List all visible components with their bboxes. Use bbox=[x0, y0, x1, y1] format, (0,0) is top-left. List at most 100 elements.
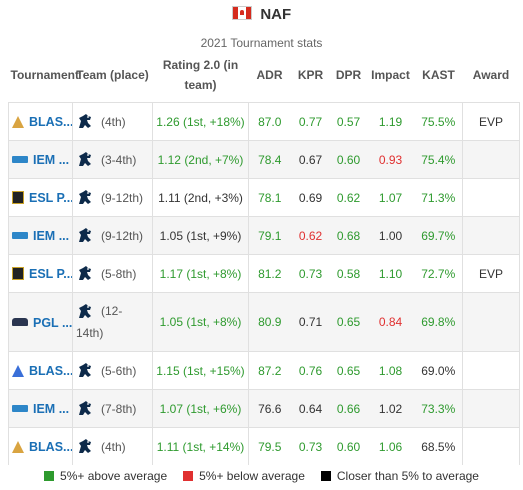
adr-cell: 78.1 bbox=[248, 178, 291, 217]
legend-swatch bbox=[183, 471, 194, 481]
rating-cell: 1.26 (1st, +18%) bbox=[152, 102, 249, 141]
tournament-link[interactable]: ESL P... bbox=[29, 190, 73, 205]
col-kpr[interactable]: KPR bbox=[297, 68, 324, 82]
rating-cell: 1.07 (1st, +6%) bbox=[152, 389, 249, 428]
col-dpr[interactable]: DPR bbox=[335, 68, 362, 82]
liquid-horse-icon[interactable] bbox=[76, 151, 94, 169]
team-cell: (9-12th) bbox=[72, 178, 153, 217]
kast-cell: 69.7% bbox=[414, 216, 463, 255]
tournament-cell[interactable]: BLAS... bbox=[8, 102, 73, 141]
legend-label: 5%+ above average bbox=[60, 469, 168, 483]
tournament-link[interactable]: IEM ... bbox=[33, 228, 70, 243]
legend-swatch bbox=[44, 471, 55, 481]
tournament-cell[interactable]: BLAS... bbox=[8, 427, 73, 465]
table-row: IEM ... (9-12th) 1.05 (1st, +9%) 79.1 0.62 0.… bbox=[8, 216, 520, 255]
kpr-cell: 0.69 bbox=[290, 178, 331, 217]
impact-cell: 1.07 bbox=[366, 178, 415, 217]
liquid-horse-icon[interactable] bbox=[76, 113, 94, 131]
award-cell: EVP bbox=[462, 254, 520, 293]
table-row: BLAS... (5-6th) 1.15 (1st, +15%) 87.2 0.76 0.… bbox=[8, 351, 520, 390]
col-kast[interactable]: KAST bbox=[422, 68, 455, 82]
tournament-link[interactable]: IEM ... bbox=[33, 152, 70, 167]
dpr-cell: 0.65 bbox=[330, 351, 367, 390]
tournament-cell[interactable]: IEM ... bbox=[8, 216, 73, 255]
kast-cell: 68.5% bbox=[414, 427, 463, 465]
kast-cell: 75.5% bbox=[414, 102, 463, 141]
iem-icon bbox=[12, 156, 28, 164]
team-place: (4th) bbox=[101, 114, 126, 129]
liquid-horse-icon[interactable] bbox=[76, 227, 94, 245]
team-place: (12-14th) bbox=[76, 304, 123, 340]
table-row: ESL P... (9-12th) 1.11 (2nd, +3%) 78.1 0.69 0… bbox=[8, 178, 520, 217]
kpr-cell: 0.76 bbox=[290, 351, 331, 390]
legend-label: Closer than 5% to average bbox=[336, 469, 479, 483]
impact-cell: 1.08 bbox=[366, 351, 415, 390]
esl-pro-icon bbox=[12, 191, 24, 205]
liquid-horse-icon[interactable] bbox=[76, 303, 94, 321]
blast-blue-icon bbox=[12, 364, 24, 377]
legend-item: Closer than 5% to average bbox=[320, 469, 479, 483]
col-tournament[interactable]: Tournament bbox=[10, 68, 79, 82]
adr-cell: 87.2 bbox=[248, 351, 291, 390]
dpr-cell: 0.58 bbox=[330, 254, 367, 293]
award-cell bbox=[462, 427, 520, 465]
tournament-cell[interactable]: IEM ... bbox=[8, 140, 73, 179]
iem-icon bbox=[12, 232, 28, 240]
rating-cell: 1.11 (2nd, +3%) bbox=[152, 178, 249, 217]
team-cell: (4th) bbox=[72, 102, 153, 141]
tournament-cell[interactable]: ESL P... bbox=[8, 178, 73, 217]
pgl-icon bbox=[12, 318, 28, 327]
col-award[interactable]: Award bbox=[472, 68, 510, 82]
tournament-link[interactable]: BLAS... bbox=[29, 114, 73, 129]
kast-cell: 72.7% bbox=[414, 254, 463, 293]
tournament-link[interactable]: ESL P... bbox=[29, 266, 73, 281]
dpr-cell: 0.60 bbox=[330, 140, 367, 179]
team-cell: (12-14th) bbox=[72, 292, 153, 352]
col-impact[interactable]: Impact bbox=[371, 68, 410, 82]
team-place: (5-6th) bbox=[101, 363, 137, 378]
rating-cell: 1.17 (1st, +8%) bbox=[152, 254, 249, 293]
award-cell bbox=[462, 216, 520, 255]
impact-cell: 0.84 bbox=[366, 292, 415, 352]
table-row: PGL ... (12-14th) 1.05 (1st, +8%) 80.9 0.71 0… bbox=[8, 292, 520, 352]
tournament-cell[interactable]: BLAS... bbox=[8, 351, 73, 390]
tournament-cell[interactable]: IEM ... bbox=[8, 389, 73, 428]
liquid-horse-icon[interactable] bbox=[76, 189, 94, 207]
team-place: (4th) bbox=[101, 439, 126, 454]
adr-cell: 80.9 bbox=[248, 292, 291, 352]
table-row: ESL P... (5-8th) 1.17 (1st, +8%) 81.2 0.73 0.… bbox=[8, 254, 520, 293]
adr-cell: 79.5 bbox=[248, 427, 291, 465]
dpr-cell: 0.57 bbox=[330, 102, 367, 141]
liquid-horse-icon[interactable] bbox=[76, 362, 94, 380]
team-cell: (7-8th) bbox=[72, 389, 153, 428]
kast-cell: 71.3% bbox=[414, 178, 463, 217]
liquid-horse-icon[interactable] bbox=[76, 400, 94, 418]
legend-swatch bbox=[320, 471, 331, 481]
liquid-horse-icon[interactable] bbox=[76, 438, 94, 456]
tournament-link[interactable]: BLAS... bbox=[29, 363, 73, 378]
liquid-horse-icon[interactable] bbox=[76, 265, 94, 283]
impact-cell: 1.10 bbox=[366, 254, 415, 293]
col-team[interactable]: Team (place) bbox=[76, 68, 149, 82]
rating-cell: 1.11 (1st, +14%) bbox=[152, 427, 249, 465]
kpr-cell: 0.71 bbox=[290, 292, 331, 352]
impact-cell: 1.00 bbox=[366, 216, 415, 255]
tournament-link[interactable]: PGL ... bbox=[33, 315, 73, 330]
team-place: (9-12th) bbox=[101, 228, 144, 243]
tournament-link[interactable]: IEM ... bbox=[33, 401, 70, 416]
tournament-cell[interactable]: PGL ... bbox=[8, 292, 73, 352]
team-cell: (5-8th) bbox=[72, 254, 153, 293]
kast-cell: 75.4% bbox=[414, 140, 463, 179]
tournament-cell[interactable]: ESL P... bbox=[8, 254, 73, 293]
kpr-cell: 0.64 bbox=[290, 389, 331, 428]
blast-gold-icon bbox=[12, 440, 24, 453]
player-name: NAF bbox=[260, 6, 292, 23]
col-rating[interactable]: Rating 2.0 (in team) bbox=[162, 58, 239, 92]
tournament-link[interactable]: BLAS... bbox=[29, 439, 73, 454]
team-place: (5-8th) bbox=[101, 266, 137, 281]
page-header: NAF bbox=[0, 0, 523, 26]
iem-icon bbox=[12, 405, 28, 413]
page-subtitle: 2021 Tournament stats bbox=[200, 36, 323, 50]
kast-cell: 69.8% bbox=[414, 292, 463, 352]
col-adr[interactable]: ADR bbox=[256, 68, 283, 82]
